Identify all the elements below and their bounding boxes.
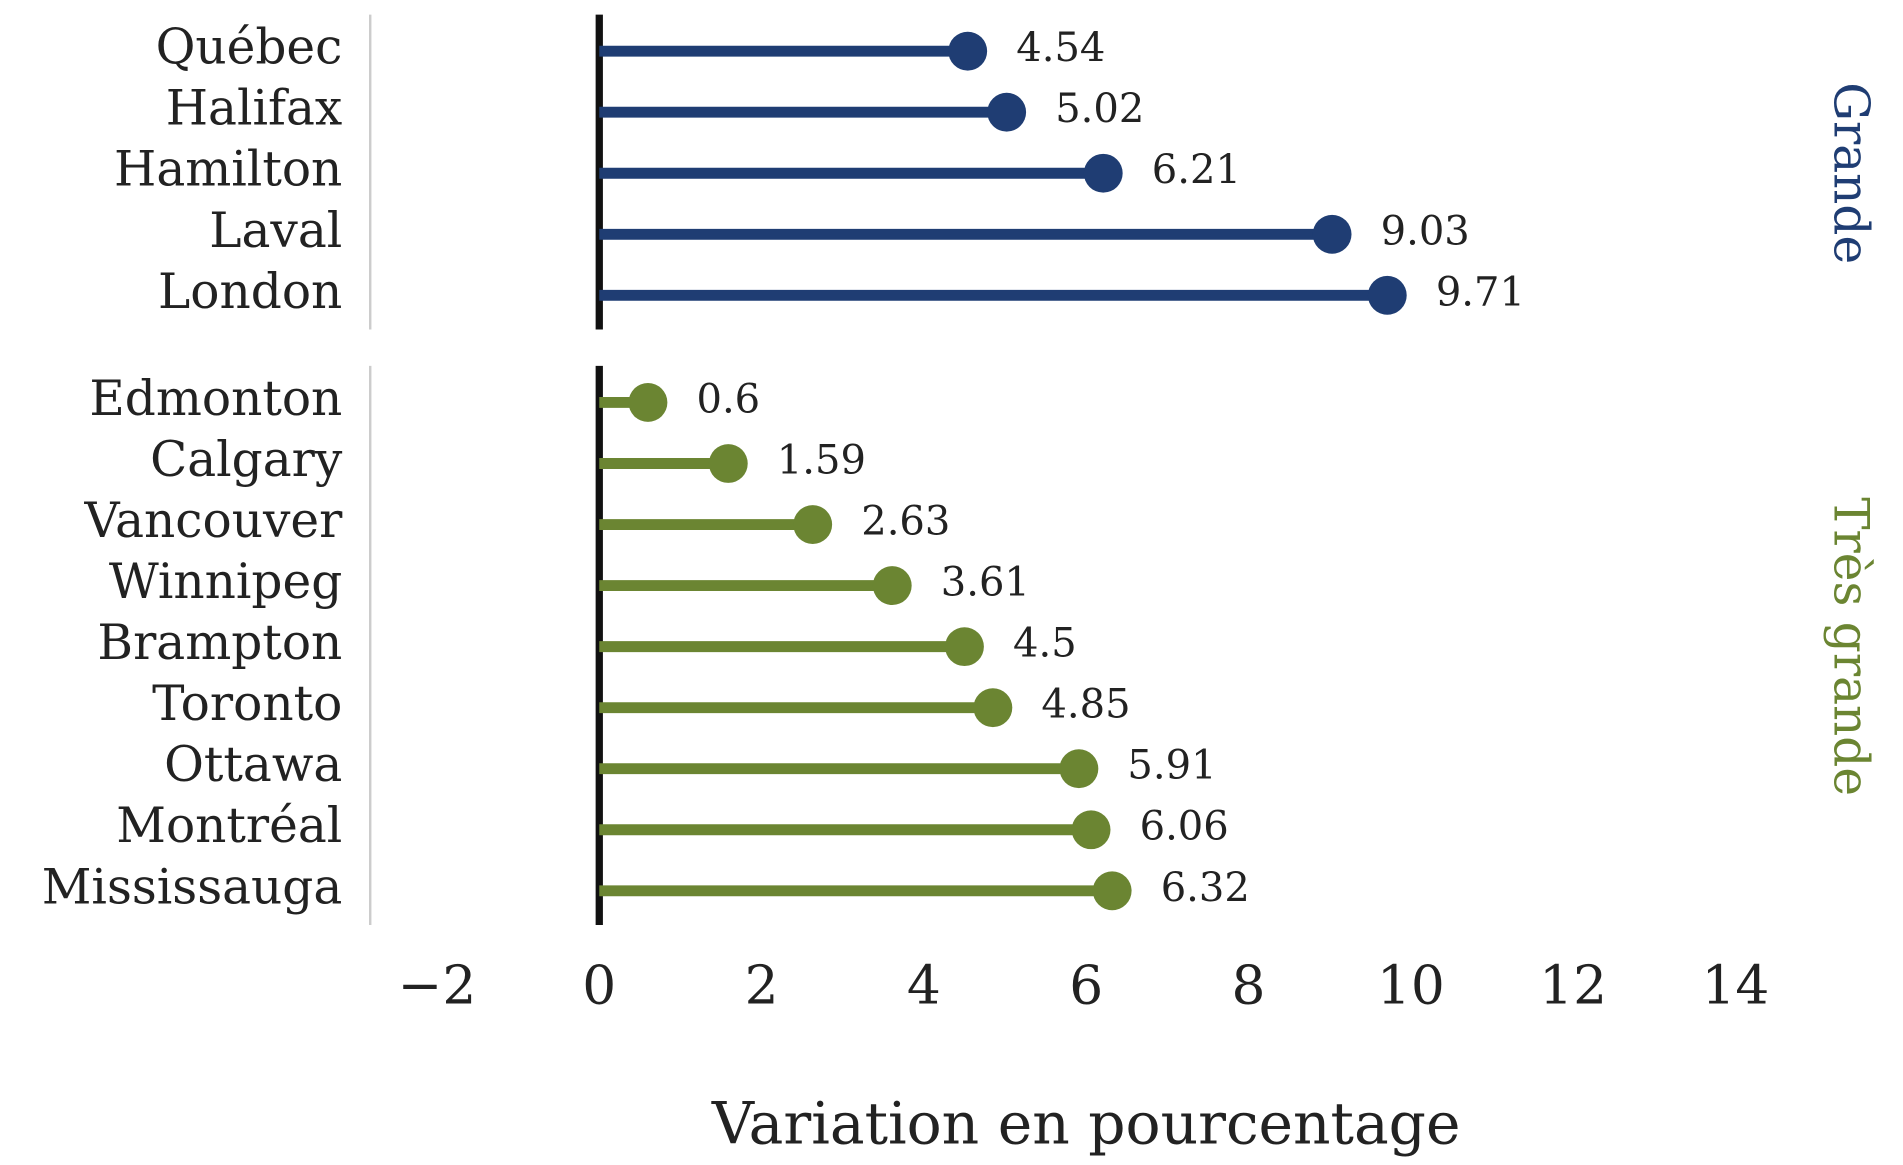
value-label: 6.21 xyxy=(1152,147,1241,193)
category-label: Edmonton xyxy=(89,371,342,427)
dot xyxy=(973,688,1013,728)
value-label: 9.03 xyxy=(1381,208,1470,254)
category-label: Laval xyxy=(209,203,342,259)
category-label: Montréal xyxy=(116,798,342,854)
category-label: Halifax xyxy=(166,81,343,137)
x-tick-label: 10 xyxy=(1377,953,1445,1016)
value-label: 2.63 xyxy=(861,499,950,545)
facet-label: Très grande xyxy=(1823,497,1879,796)
x-tick-label: 12 xyxy=(1539,953,1607,1016)
dot xyxy=(1312,214,1352,254)
facet-label: Grande xyxy=(1823,82,1879,264)
dot xyxy=(872,566,912,606)
category-label: Winnipeg xyxy=(109,554,342,610)
dot xyxy=(1071,810,1111,850)
dot xyxy=(945,627,984,667)
value-label: 4.54 xyxy=(1016,25,1105,71)
x-tick-label: 6 xyxy=(1069,953,1103,1016)
category-label: Québec xyxy=(156,20,343,76)
x-tick-label: 2 xyxy=(745,953,779,1016)
x-tick-label: 8 xyxy=(1232,953,1266,1016)
dot xyxy=(1059,749,1099,789)
value-label: 6.06 xyxy=(1140,804,1229,850)
category-label: London xyxy=(158,264,342,320)
category-label: Brampton xyxy=(97,615,342,671)
dot xyxy=(628,383,668,422)
dot xyxy=(1092,871,1132,911)
value-label: 6.32 xyxy=(1161,865,1250,911)
dot xyxy=(708,444,748,483)
value-label: 3.61 xyxy=(941,560,1030,606)
value-label: 5.91 xyxy=(1127,743,1216,789)
dot xyxy=(1367,275,1407,315)
value-label: 0.6 xyxy=(697,376,761,422)
value-label: 4.85 xyxy=(1041,682,1130,728)
x-tick-label: 0 xyxy=(582,953,616,1016)
dot xyxy=(793,505,833,544)
x-tick-label: 14 xyxy=(1701,953,1769,1016)
value-label: 1.59 xyxy=(777,438,866,484)
dot xyxy=(948,31,988,71)
x-tick-label: 4 xyxy=(907,953,941,1016)
value-label: 9.71 xyxy=(1436,269,1525,315)
dot xyxy=(987,92,1027,132)
value-label: 4.5 xyxy=(1013,621,1077,667)
category-label: Hamilton xyxy=(114,142,342,198)
category-label: Vancouver xyxy=(84,493,344,549)
category-label: Toronto xyxy=(152,676,342,732)
category-label: Mississauga xyxy=(42,859,343,915)
x-axis-label: Variation en pourcentage xyxy=(711,1090,1461,1158)
dot xyxy=(1083,153,1123,193)
category-label: Calgary xyxy=(150,432,343,488)
category-label: Ottawa xyxy=(164,737,342,793)
x-tick-label: −2 xyxy=(398,953,477,1016)
value-label: 5.02 xyxy=(1055,86,1144,132)
